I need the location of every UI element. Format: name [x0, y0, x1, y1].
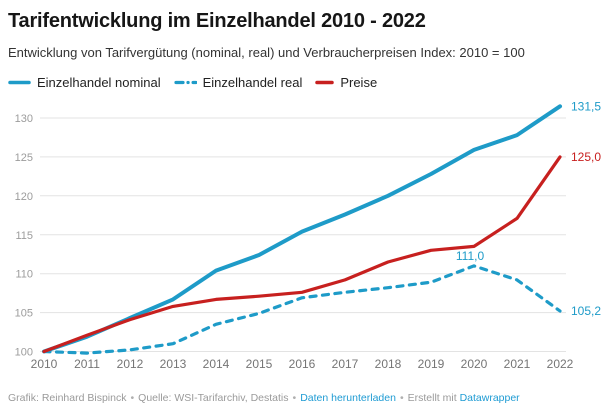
- point-value-label-real-2020: 111,0: [456, 249, 485, 263]
- footer-separator: •: [130, 392, 135, 404]
- y-axis-tick-label: 100: [15, 347, 33, 359]
- y-axis-tick-label: 125: [15, 152, 33, 164]
- series-line-preise: [42, 155, 562, 354]
- x-axis-tick-label: 2010: [31, 357, 58, 371]
- datawrapper-link[interactable]: Datawrapper: [459, 392, 520, 404]
- footer-separator: •: [292, 392, 297, 404]
- end-value-label-real: 105,2: [571, 304, 601, 318]
- x-axis-tick-label: 2013: [160, 357, 187, 371]
- footer-credit: Grafik: Reinhard Bispinck: [8, 392, 127, 404]
- solid-line-swatch-icon: [8, 80, 31, 85]
- legend-label-real: Einzelhandel real: [202, 75, 303, 90]
- footer-made-with: Erstellt mit: [407, 392, 457, 404]
- x-axis-tick-label: 2022: [547, 357, 574, 371]
- end-value-label-preise: 125,0: [571, 150, 601, 164]
- series-line-nominal: [42, 104, 562, 354]
- y-axis-tick-label: 110: [15, 269, 33, 281]
- legend-label-preise: Preise: [340, 75, 378, 90]
- legend-item-nominal: Einzelhandel nominal: [8, 75, 161, 90]
- x-axis-tick-label: 2019: [418, 357, 445, 371]
- download-data-link[interactable]: Daten herunterladen: [300, 392, 396, 404]
- chart-footer: Grafik: Reinhard Bispinck • Quelle: WSI-Ta…: [8, 392, 520, 404]
- x-axis-tick-label: 2017: [332, 357, 359, 371]
- series-line-real: [42, 264, 562, 355]
- x-axis-tick-label: 2015: [246, 357, 273, 371]
- x-axis-tick-label: 2014: [203, 357, 230, 371]
- x-axis-tick-label: 2011: [74, 357, 100, 371]
- chart-legend: Einzelhandel nominal Einzelhandel real P…: [8, 75, 377, 90]
- legend-label-nominal: Einzelhandel nominal: [37, 75, 161, 90]
- end-value-label-nominal: 131,5: [571, 99, 601, 113]
- solid-line-swatch-icon: [315, 80, 335, 85]
- y-axis-tick-label: 115: [15, 230, 33, 242]
- y-axis-tick-label: 120: [15, 191, 33, 203]
- x-axis-tick-label: 2016: [289, 357, 316, 371]
- tariff-development-line-chart: 100 105 110 115 120 125 130 2010 2011 2012 2013 201…: [15, 99, 602, 371]
- legend-item-real: Einzelhandel real: [173, 75, 303, 90]
- y-axis-tick-label: 130: [15, 113, 33, 125]
- footer-source: Quelle: WSI-Tarifarchiv, Destatis: [138, 392, 289, 404]
- x-axis-tick-label: 2021: [504, 357, 531, 371]
- page-title: Tarifentwicklung im Einzelhandel 2010 - …: [8, 10, 426, 32]
- x-axis-tick-label: 2020: [461, 357, 488, 371]
- x-axis-tick-label: 2018: [375, 357, 402, 371]
- x-axis-tick-label: 2012: [117, 357, 144, 371]
- chart-subtitle: Entwicklung von Tarifvergütung (nominal,…: [8, 45, 525, 60]
- legend-item-preise: Preise: [315, 75, 377, 90]
- dashed-line-swatch-icon: [173, 80, 197, 85]
- y-axis-tick-label: 105: [15, 308, 33, 320]
- footer-separator: •: [399, 392, 404, 404]
